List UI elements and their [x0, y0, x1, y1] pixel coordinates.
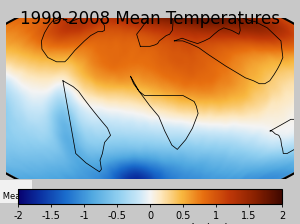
Text: Versus
1940-1980 Means: Versus 1940-1980 Means	[0, 182, 30, 201]
X-axis label: Temperature Anomaly (°C): Temperature Anomaly (°C)	[71, 223, 229, 224]
Text: 1999-2008 Mean Temperatures: 1999-2008 Mean Temperatures	[20, 10, 280, 28]
